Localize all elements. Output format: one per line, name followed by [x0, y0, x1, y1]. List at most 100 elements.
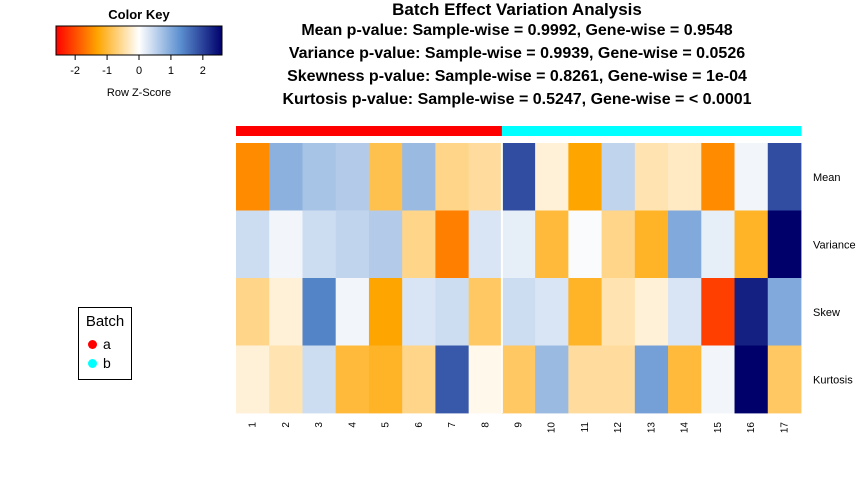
heatmap-cell: [302, 345, 337, 414]
heatmap-cell: [601, 345, 636, 414]
heatmap-cell: [668, 210, 702, 279]
heatmap-cell: [236, 345, 270, 414]
batch-bar-cell: [501, 126, 536, 136]
heatmap-cell: [568, 210, 602, 279]
column-label: 7: [447, 422, 458, 428]
heatmap-cell: [335, 345, 370, 414]
heatmap-cell: [601, 278, 636, 346]
column-label: 3: [314, 422, 325, 428]
batch-legend: Batch a b: [78, 307, 132, 380]
row-label: Variance: [813, 239, 856, 251]
row-label: Skew: [813, 307, 840, 319]
heatmap-cell: [402, 210, 436, 279]
heatmap-cell: [634, 345, 669, 414]
column-label: 11: [580, 422, 591, 433]
heatmap-cell: [435, 345, 470, 414]
color-key-tick-label: -1: [102, 65, 112, 77]
heatmap-cell: [701, 278, 735, 346]
heatmap-cell: [269, 345, 303, 414]
column-label: 13: [646, 422, 657, 434]
heatmap-cell: [767, 345, 802, 414]
heatmap-cell: [368, 278, 403, 346]
heatmap-cell: [568, 345, 602, 414]
heatmap-cell: [701, 210, 735, 279]
heatmap-cell: [468, 143, 503, 211]
color-key-tick-label: -2: [70, 65, 80, 77]
batch-bar-cell: [468, 126, 503, 136]
heatmap-cell: [302, 143, 337, 211]
batch-bar-cell: [767, 126, 802, 136]
column-label: 17: [779, 422, 790, 434]
legend-label-a: a: [103, 336, 111, 352]
heatmap-cell: [668, 278, 702, 346]
column-label: 15: [713, 422, 724, 434]
batch-bar-cell: [701, 126, 736, 136]
batch-bar-cell: [435, 126, 470, 136]
heatmap-cell: [269, 143, 303, 211]
batch-bar-cell: [269, 126, 303, 136]
legend-item-a: a: [88, 335, 111, 353]
heatmap-cell: [734, 210, 769, 279]
heatmap-cell: [634, 278, 669, 346]
legend-label-b: b: [103, 355, 111, 371]
column-label: 6: [414, 422, 425, 428]
legend-dot-b: [88, 358, 97, 368]
color-key-tick-label: 2: [200, 65, 206, 77]
heatmap-cell: [568, 278, 602, 346]
heatmap-cell: [501, 278, 536, 346]
heatmap-cell: [435, 143, 470, 211]
column-label: 16: [746, 422, 757, 434]
chart-title: Batch Effect Variation Analysis: [392, 0, 642, 19]
heatmap-cell: [435, 210, 470, 279]
heatmap-cell: [368, 210, 403, 279]
color-key-xlabel: Row Z-Score: [106, 87, 172, 99]
heatmap-cell: [767, 278, 802, 346]
batch-bar-cell: [568, 126, 603, 136]
batch-bar-cell: [368, 126, 403, 136]
batch-bar-cell: [302, 126, 337, 136]
heatmap-cell: [535, 345, 569, 414]
heatmap-cell: [402, 345, 436, 414]
heatmap-cell: [468, 345, 503, 414]
column-label: 1: [248, 422, 259, 428]
column-label: 8: [480, 422, 491, 428]
heatmap-cell: [468, 278, 503, 346]
heatmap-cell: [634, 210, 669, 279]
legend-dot-a: [88, 339, 97, 349]
row-label: Mean: [813, 172, 841, 184]
heatmap-cell: [535, 143, 569, 211]
heatmap-cell: [568, 143, 602, 211]
legend-item-b: b: [88, 354, 111, 372]
color-key-title: Color Key: [108, 7, 170, 22]
column-label: 5: [381, 422, 392, 428]
heatmap-cell: [236, 143, 270, 211]
legend-title: Batch: [85, 313, 125, 330]
heatmap-cell: [767, 210, 802, 279]
heatmap-cell: [468, 210, 503, 279]
batch-bar-cell: [634, 126, 669, 136]
heatmap-cell: [734, 278, 769, 346]
heatmap-cell: [335, 278, 370, 346]
subtitle-variance: Variance p-value: Sample-wise = 0.9939, …: [288, 45, 746, 62]
row-label: Kurtosis: [813, 374, 853, 386]
heatmap-cell: [335, 143, 370, 211]
heatmap-cell: [302, 210, 337, 279]
heatmap-cell: [501, 210, 536, 279]
heatmap-cell: [701, 143, 735, 211]
heatmap-cell: [535, 210, 569, 279]
heatmap-cell: [236, 210, 270, 279]
heatmap-cell: [368, 143, 403, 211]
heatmap-cell: [402, 278, 436, 346]
heatmap-cell: [501, 143, 536, 211]
heatmap-cell: [601, 143, 636, 211]
column-label: 2: [281, 422, 292, 428]
heatmap-cell: [368, 345, 403, 414]
batch-bar-cell: [335, 126, 370, 136]
heatmap-cell: [269, 210, 303, 279]
color-key-bar: [55, 25, 223, 56]
batch-bar-cell: [402, 126, 436, 136]
heatmap-cell: [767, 143, 802, 211]
heatmap-cell: [501, 345, 536, 414]
